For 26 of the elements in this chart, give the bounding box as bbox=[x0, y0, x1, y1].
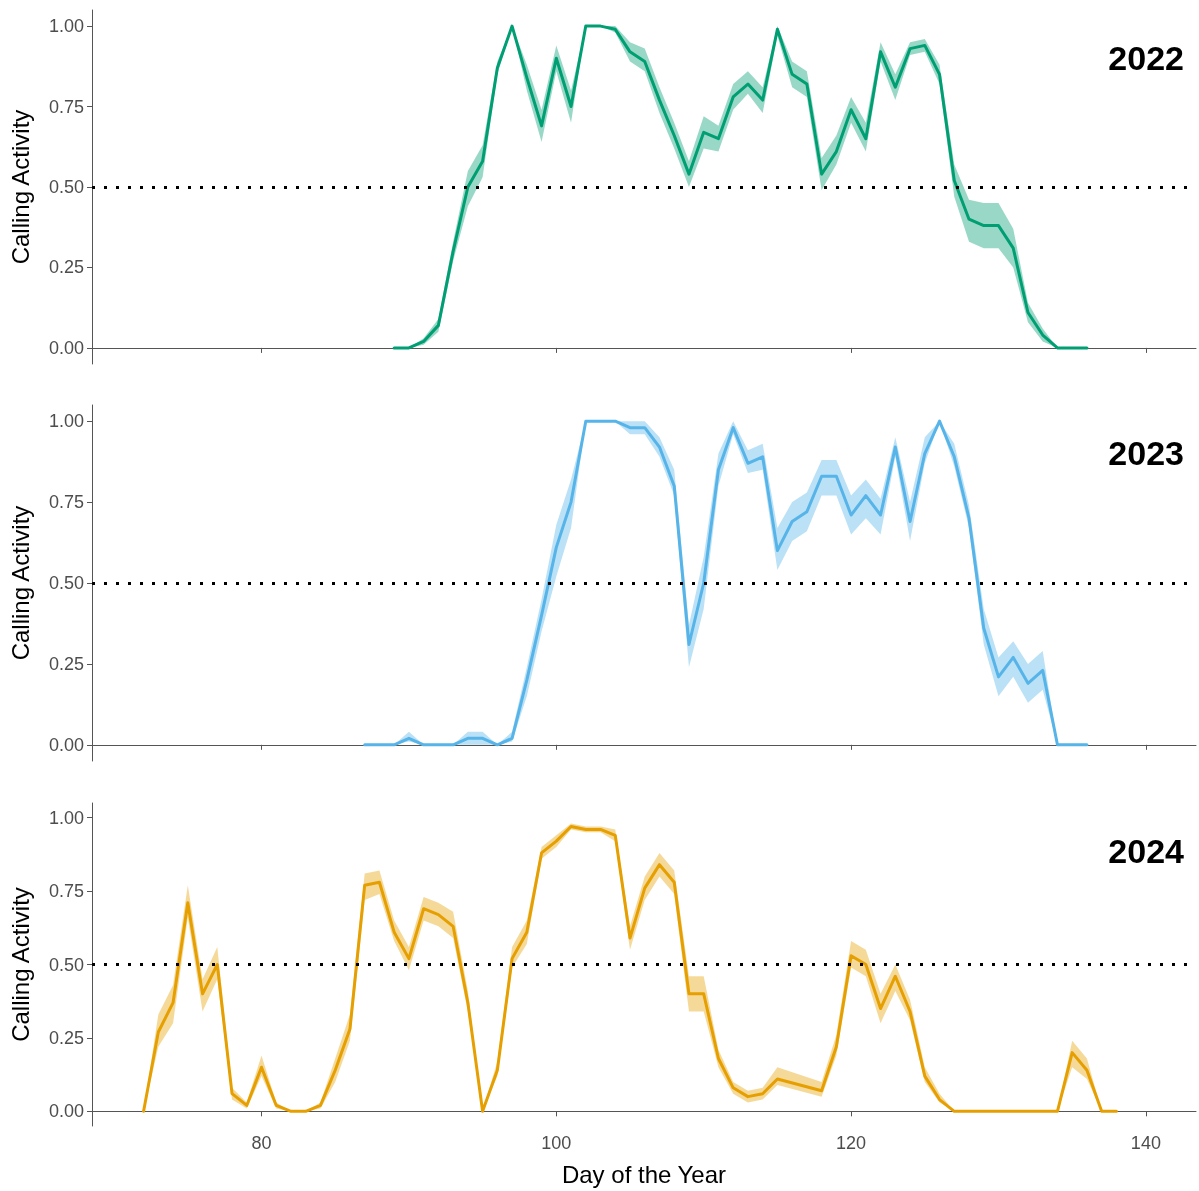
text: 2024 bbox=[1108, 832, 1185, 870]
y-tick-label: 0.25 bbox=[48, 653, 84, 674]
y-tick-label: 0.50 bbox=[48, 177, 84, 197]
y-tick-label: 0.25 bbox=[48, 1027, 84, 1048]
y-tick-label: 0.50 bbox=[48, 573, 84, 593]
y-tick-label: 0.00 bbox=[48, 1101, 84, 1122]
y-tick-label: 1.00 bbox=[48, 16, 84, 37]
y-axis-title: Calling Activity bbox=[6, 887, 34, 1042]
y-tick-label: 0.75 bbox=[48, 492, 84, 513]
y-tick-label: 0.50 bbox=[48, 954, 84, 975]
y-tick-label: 0.00 bbox=[48, 337, 84, 358]
y-tick-label: 0.25 bbox=[48, 257, 84, 278]
y-axis-title: Calling Activity bbox=[6, 505, 34, 661]
y-tick-label: 1.00 bbox=[48, 411, 84, 432]
x-tick-label: 100 bbox=[541, 1133, 572, 1153]
y-axis-title: Calling Activity bbox=[6, 109, 34, 265]
x-tick-label: 140 bbox=[1130, 1133, 1161, 1153]
y-tick-label: 1.00 bbox=[48, 807, 84, 828]
text: 2022 bbox=[1108, 39, 1184, 77]
x-axis-title: Day of the Year bbox=[561, 1160, 727, 1188]
y-tick-label: 0.75 bbox=[48, 881, 84, 902]
y-tick-label: 0.75 bbox=[48, 96, 84, 117]
x-tick-label: 120 bbox=[836, 1133, 867, 1153]
text: 2023 bbox=[1108, 434, 1184, 472]
y-tick-label: 0.00 bbox=[48, 734, 84, 755]
x-tick-label: 80 bbox=[251, 1133, 272, 1153]
